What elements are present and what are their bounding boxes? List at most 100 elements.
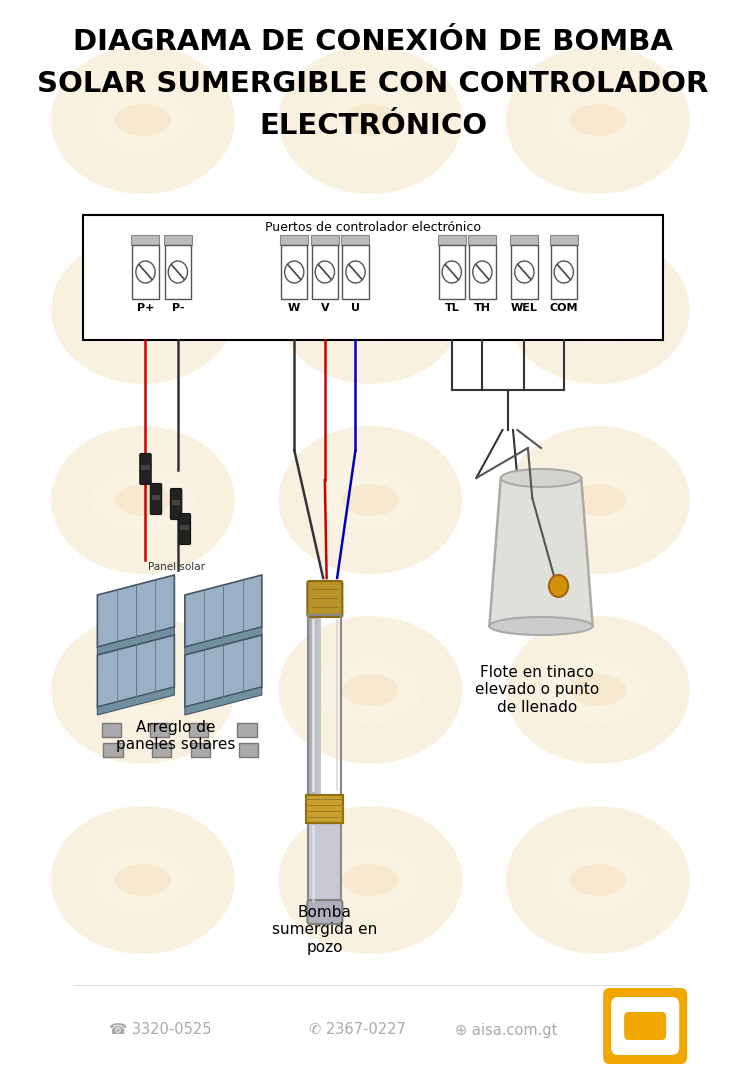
FancyBboxPatch shape bbox=[84, 215, 662, 340]
Polygon shape bbox=[185, 627, 262, 655]
FancyBboxPatch shape bbox=[164, 235, 192, 245]
Ellipse shape bbox=[342, 674, 399, 706]
Text: Flote en tinaco
elevado o punto
de llenado: Flote en tinaco elevado o punto de llena… bbox=[474, 665, 599, 715]
Ellipse shape bbox=[342, 104, 399, 137]
Ellipse shape bbox=[342, 484, 399, 516]
Polygon shape bbox=[185, 687, 262, 715]
Text: P-: P- bbox=[172, 303, 184, 313]
FancyBboxPatch shape bbox=[172, 500, 181, 505]
FancyBboxPatch shape bbox=[150, 484, 162, 515]
FancyBboxPatch shape bbox=[308, 823, 342, 903]
Ellipse shape bbox=[489, 617, 592, 635]
FancyBboxPatch shape bbox=[104, 743, 123, 757]
FancyBboxPatch shape bbox=[311, 235, 339, 245]
Ellipse shape bbox=[318, 465, 423, 535]
Ellipse shape bbox=[318, 85, 423, 155]
FancyBboxPatch shape bbox=[312, 245, 338, 299]
FancyBboxPatch shape bbox=[611, 997, 680, 1055]
Ellipse shape bbox=[569, 864, 627, 895]
Ellipse shape bbox=[114, 864, 172, 895]
Text: U: U bbox=[351, 303, 360, 313]
Polygon shape bbox=[98, 627, 175, 655]
Ellipse shape bbox=[545, 465, 651, 535]
Ellipse shape bbox=[506, 426, 690, 574]
FancyBboxPatch shape bbox=[342, 245, 369, 299]
Ellipse shape bbox=[90, 275, 195, 345]
Text: ✆ 2367-0227: ✆ 2367-0227 bbox=[309, 1022, 406, 1037]
FancyBboxPatch shape bbox=[191, 743, 210, 757]
Text: Bomba
sumergida en
pozo: Bomba sumergida en pozo bbox=[272, 905, 377, 955]
FancyBboxPatch shape bbox=[438, 235, 466, 245]
Ellipse shape bbox=[51, 46, 235, 194]
FancyBboxPatch shape bbox=[624, 1012, 666, 1040]
Ellipse shape bbox=[51, 806, 235, 954]
FancyBboxPatch shape bbox=[189, 723, 208, 737]
Ellipse shape bbox=[90, 845, 195, 915]
FancyBboxPatch shape bbox=[469, 245, 495, 299]
FancyBboxPatch shape bbox=[132, 245, 159, 299]
FancyBboxPatch shape bbox=[151, 494, 160, 500]
FancyBboxPatch shape bbox=[511, 245, 538, 299]
Ellipse shape bbox=[545, 275, 651, 345]
Ellipse shape bbox=[90, 655, 195, 725]
Ellipse shape bbox=[51, 426, 235, 574]
Ellipse shape bbox=[90, 465, 195, 535]
Text: ELECTRÓNICO: ELECTRÓNICO bbox=[259, 112, 487, 140]
Ellipse shape bbox=[506, 46, 690, 194]
FancyBboxPatch shape bbox=[316, 615, 319, 796]
FancyBboxPatch shape bbox=[603, 988, 687, 1064]
Circle shape bbox=[442, 261, 461, 283]
Circle shape bbox=[285, 261, 304, 283]
Text: Puertos de controlador electrónico: Puertos de controlador electrónico bbox=[265, 221, 481, 234]
Ellipse shape bbox=[114, 293, 172, 326]
FancyBboxPatch shape bbox=[239, 743, 258, 757]
Ellipse shape bbox=[506, 616, 690, 764]
FancyBboxPatch shape bbox=[308, 615, 311, 796]
FancyBboxPatch shape bbox=[307, 900, 342, 924]
FancyBboxPatch shape bbox=[307, 580, 342, 617]
FancyBboxPatch shape bbox=[140, 454, 151, 485]
FancyBboxPatch shape bbox=[311, 615, 313, 796]
Ellipse shape bbox=[501, 469, 581, 487]
Circle shape bbox=[549, 575, 568, 597]
Text: WEL: WEL bbox=[511, 303, 538, 313]
Ellipse shape bbox=[114, 104, 172, 137]
Text: DIAGRAMA DE CONEXIÓN DE BOMBA: DIAGRAMA DE CONEXIÓN DE BOMBA bbox=[73, 28, 673, 56]
Ellipse shape bbox=[114, 484, 172, 516]
Ellipse shape bbox=[318, 275, 423, 345]
Text: Panel solar: Panel solar bbox=[148, 562, 204, 572]
Ellipse shape bbox=[318, 655, 423, 725]
Ellipse shape bbox=[114, 674, 172, 706]
Ellipse shape bbox=[569, 293, 627, 326]
FancyBboxPatch shape bbox=[170, 488, 182, 519]
FancyBboxPatch shape bbox=[510, 235, 539, 245]
Ellipse shape bbox=[51, 616, 235, 764]
Ellipse shape bbox=[545, 85, 651, 155]
FancyBboxPatch shape bbox=[131, 235, 160, 245]
FancyBboxPatch shape bbox=[237, 723, 257, 737]
FancyBboxPatch shape bbox=[439, 245, 465, 299]
Text: ☎ 3320-0525: ☎ 3320-0525 bbox=[109, 1022, 212, 1037]
FancyBboxPatch shape bbox=[281, 245, 307, 299]
Polygon shape bbox=[489, 478, 592, 626]
Circle shape bbox=[346, 261, 365, 283]
Ellipse shape bbox=[342, 864, 399, 895]
FancyBboxPatch shape bbox=[179, 514, 190, 545]
FancyBboxPatch shape bbox=[550, 235, 577, 245]
Ellipse shape bbox=[569, 674, 627, 706]
Polygon shape bbox=[98, 687, 175, 715]
FancyBboxPatch shape bbox=[151, 743, 171, 757]
FancyBboxPatch shape bbox=[181, 525, 189, 530]
Ellipse shape bbox=[506, 236, 690, 384]
Ellipse shape bbox=[51, 236, 235, 384]
Circle shape bbox=[473, 261, 492, 283]
Polygon shape bbox=[185, 635, 262, 707]
FancyBboxPatch shape bbox=[101, 723, 121, 737]
Text: P+: P+ bbox=[137, 303, 154, 313]
Ellipse shape bbox=[278, 236, 463, 384]
Circle shape bbox=[554, 261, 574, 283]
Text: COM: COM bbox=[550, 303, 578, 313]
Circle shape bbox=[169, 261, 187, 283]
FancyBboxPatch shape bbox=[280, 235, 308, 245]
FancyBboxPatch shape bbox=[342, 235, 369, 245]
